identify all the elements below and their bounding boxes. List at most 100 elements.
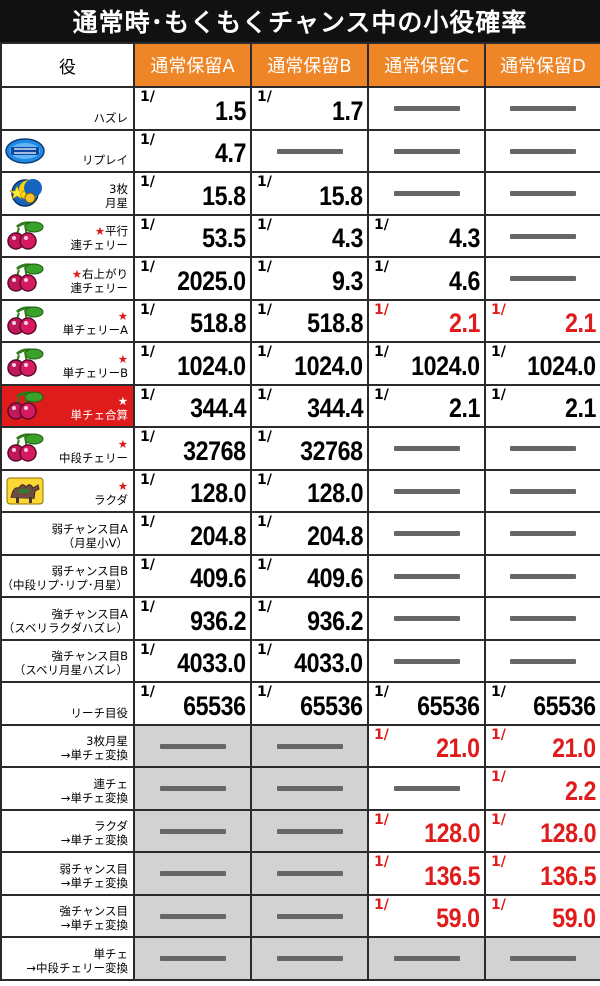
probability-value: 518.8 <box>190 308 246 338</box>
cell-mode-d: 1/2.1 <box>484 298 600 343</box>
row-label: リプレイ <box>0 128 135 173</box>
fraction-mark: 1/ <box>374 344 389 360</box>
probability-value: 936.2 <box>190 605 246 636</box>
fraction-mark: 1/ <box>374 259 389 275</box>
not-applicable-dash <box>510 148 576 154</box>
not-applicable-dash <box>393 106 460 112</box>
row-label-text: 強チャンス目B （スベリ月星ハズレ） <box>14 649 128 677</box>
probability-value: 1.5 <box>214 95 246 126</box>
probability-value: 344.4 <box>307 393 363 423</box>
not-applicable-dash <box>393 191 460 197</box>
row-label-line: リプレイ <box>82 153 128 167</box>
probability-value: 518.8 <box>307 308 363 338</box>
cell-mode-a: 1/65536 <box>133 681 252 726</box>
row-label-line: 単チェリーB <box>62 365 128 380</box>
row-label-line: 月星 <box>105 195 128 210</box>
cell-mode-c: 1/65536 <box>367 681 486 726</box>
probability-value: 1024.0 <box>294 350 364 381</box>
row-label-text: 強チャンス目 →単チェ変換 <box>59 904 128 932</box>
row-label-line: ハズレ <box>93 110 129 125</box>
table-row: 単チェ →中段チェリー変換 <box>0 936 600 981</box>
fraction-mark: 1/ <box>257 599 272 615</box>
probability-value: 2.2 <box>564 775 596 806</box>
row-label-line: ラクダ <box>93 493 128 507</box>
row-label-line: リーチ目役 <box>70 705 129 720</box>
fraction-mark: 1/ <box>140 259 155 275</box>
probability-value: 204.8 <box>190 520 246 551</box>
cell-mode-a <box>133 936 252 981</box>
row-label-text: ハズレ <box>94 111 129 125</box>
not-applicable-dash <box>510 276 576 282</box>
star-icon: ★ <box>117 436 128 451</box>
row-label: 強チャンス目A （スベリラクダハズレ） <box>0 596 135 641</box>
column-header-mode-a: 通常保留A <box>133 42 252 88</box>
row-label-line: 強チャンス目B <box>51 649 128 663</box>
cell-mode-c <box>367 128 486 173</box>
row-label-text: ★右上がり 連チェリー <box>71 267 129 295</box>
star-icon: ★ <box>117 309 128 323</box>
cell-mode-b: 1/1024.0 <box>250 341 369 386</box>
cell-mode-d <box>484 256 600 301</box>
fraction-mark: 1/ <box>491 684 506 700</box>
probability-value: 9.3 <box>331 265 363 296</box>
fraction-mark: 1/ <box>374 216 389 233</box>
three-moon-star-icon <box>5 178 45 208</box>
cherry-icon <box>5 348 45 378</box>
row-label: ★ 単チェ合算 <box>0 383 135 428</box>
cell-mode-c <box>367 511 486 556</box>
row-label-line: 平行 <box>105 224 128 238</box>
not-applicable-dash <box>510 446 576 452</box>
cell-mode-d: 1/65536 <box>484 681 600 726</box>
row-label-line: 弱チャンス目B <box>51 564 128 578</box>
not-applicable-dash <box>276 148 343 154</box>
cell-mode-a: 1/936.2 <box>133 596 252 641</box>
fraction-mark: 1/ <box>374 726 389 743</box>
probability-value: 4033.0 <box>294 648 364 678</box>
cell-mode-c: 1/1024.0 <box>367 341 486 386</box>
cell-mode-c: 1/136.5 <box>367 851 486 896</box>
cell-mode-c: 1/21.0 <box>367 723 486 768</box>
cell-mode-b <box>250 851 369 896</box>
row-label-text: 3枚 月星 <box>105 182 128 210</box>
cell-mode-c <box>367 936 486 981</box>
probability-value: 4.3 <box>331 223 363 253</box>
probability-value: 59.0 <box>552 903 597 933</box>
fraction-mark: 1/ <box>491 386 506 403</box>
cell-mode-a <box>133 808 252 853</box>
row-label-line: →単チェ変換 <box>60 748 128 762</box>
probability-value: 136.5 <box>540 860 596 891</box>
row-label: ★ 単チェリーA <box>0 298 135 343</box>
probability-value: 2.1 <box>564 308 596 338</box>
fraction-mark: 1/ <box>491 811 506 828</box>
cell-mode-a: 1/15.8 <box>133 171 252 216</box>
fraction-mark: 1/ <box>491 896 506 913</box>
cell-mode-d <box>484 468 600 513</box>
probability-table: 役 通常保留A 通常保留B 通常保留C 通常保留D ハズレ 1/1.5 1/1.7 リ… <box>0 42 600 981</box>
cell-mode-d <box>484 128 600 173</box>
probability-value: 1024.0 <box>177 350 247 381</box>
row-label-text: ★ ラクダ <box>94 479 128 507</box>
row-label-text: 3枚月星 →単チェ変換 <box>61 734 128 762</box>
fraction-mark: 1/ <box>140 89 155 105</box>
table-row: ★平行 連チェリー 1/53.5 1/4.3 1/4.3 <box>0 213 600 258</box>
row-label: ラクダ →単チェ変換 <box>0 808 135 853</box>
cell-mode-d <box>484 171 600 216</box>
row-label-text: 弱チャンス目 →単チェ変換 <box>59 862 128 890</box>
fraction-mark: 1/ <box>374 854 389 870</box>
star-icon: ★ <box>71 266 82 281</box>
row-label-text: 単チェ →中段チェリー変換 <box>26 947 128 975</box>
table-row: ★右上がり 連チェリー 1/2025.0 1/9.3 1/4.6 <box>0 256 600 301</box>
fraction-mark: 1/ <box>257 471 272 488</box>
probability-value: 65536 <box>300 690 364 721</box>
cell-mode-a: 1/2025.0 <box>133 256 252 301</box>
probability-value: 128.0 <box>540 818 596 848</box>
fraction-mark: 1/ <box>140 216 155 233</box>
not-applicable-dash <box>510 191 576 197</box>
row-label: 弱チャンス目A （月星小V） <box>0 511 135 556</box>
row-label-text: リプレイ <box>82 153 128 167</box>
not-applicable-dash <box>276 786 343 792</box>
fraction-mark: 1/ <box>491 301 506 318</box>
cell-mode-d <box>484 511 600 556</box>
cherry-icon <box>5 306 45 336</box>
row-label: 連チェ →単チェ変換 <box>0 766 135 811</box>
